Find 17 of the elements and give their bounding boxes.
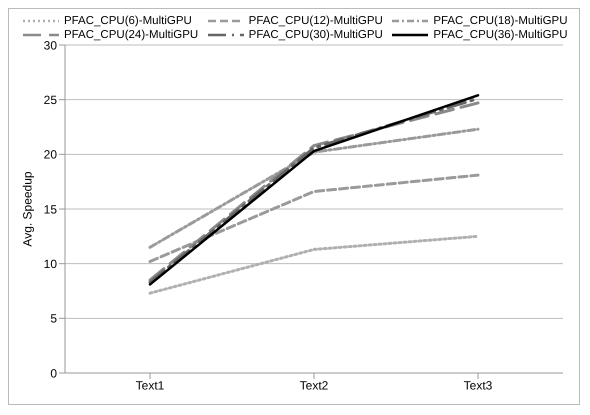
y-tick-label: 20 bbox=[44, 148, 58, 162]
legend-label: PFAC_CPU(30)-MultiGPU bbox=[248, 29, 383, 41]
legend-label: PFAC_CPU(6)-MultiGPU bbox=[64, 15, 192, 27]
y-tick-label: 30 bbox=[44, 38, 58, 52]
y-tick-label: 15 bbox=[44, 202, 58, 216]
y-tick-label: 0 bbox=[50, 366, 58, 380]
legend-label: PFAC_CPU(24)-MultiGPU bbox=[64, 29, 198, 41]
y-tick-label: 10 bbox=[44, 256, 58, 271]
legend-label: PFAC_CPU(36)-MultiGPU bbox=[433, 29, 568, 41]
legend-label: PFAC_CPU(12)-MultiGPU bbox=[248, 15, 383, 27]
x-tick-label: Text2 bbox=[300, 378, 329, 393]
y-tick-label: 5 bbox=[50, 312, 58, 326]
legend-label: PFAC_CPU(18)-MultiGPU bbox=[433, 15, 568, 27]
x-tick-label: Text1 bbox=[136, 378, 165, 393]
y-axis-title: Avg. Speedup bbox=[20, 171, 34, 247]
x-tick-label: Text3 bbox=[464, 378, 493, 393]
y-tick-label: 25 bbox=[44, 92, 58, 107]
